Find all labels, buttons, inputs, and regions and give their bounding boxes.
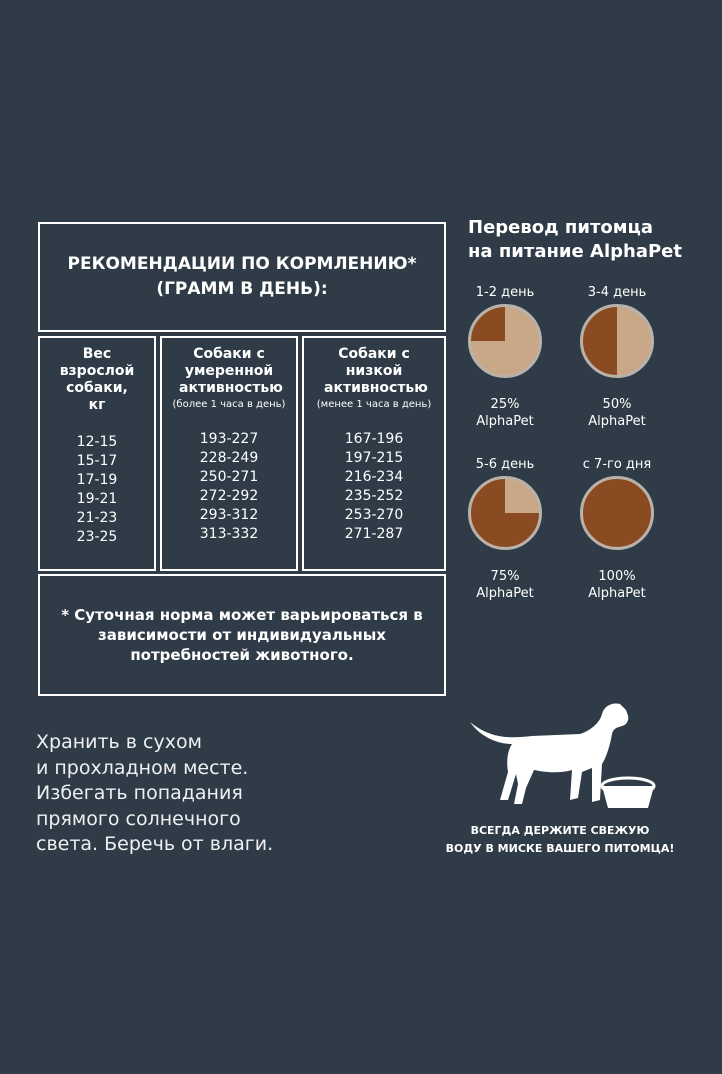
transition-title: Перевод питомца на питание AlphaPet (468, 216, 682, 264)
storage-line: и прохладном месте. (36, 756, 249, 779)
water-line: ВОДУ В МИСКЕ ВАШЕГО ПИТОМЦА! (445, 842, 675, 855)
food-bowl-icon (580, 476, 654, 550)
storage-line: прямого солнечного (36, 807, 241, 830)
step-brand: AlphaPet (476, 586, 534, 601)
step-day: с 7-го дня (582, 457, 652, 472)
table-cell: 23-25 (76, 529, 118, 545)
food-bowl-icon (468, 476, 542, 550)
table-cell: 197-215 (344, 450, 404, 466)
step-day: 1-2 день (475, 285, 535, 300)
footnote-text: * Суточная норма может варьироваться в з… (61, 606, 423, 664)
dog-with-bowl-illustration (470, 703, 656, 808)
water-bowl-icon (600, 776, 656, 808)
table-cell: 272-292 (199, 488, 259, 504)
table-cell: 293-312 (199, 507, 259, 523)
title-line: на питание (468, 241, 584, 262)
storage-line: света. Беречь от влаги. (36, 833, 274, 855)
step-percent: 75% (490, 569, 520, 584)
table-cell: 271-287 (344, 526, 404, 542)
step-brand: AlphaPet (588, 586, 646, 601)
column-header: Собаки с умеренной активностью (179, 346, 283, 396)
brand-logo: AlphaPet (590, 241, 682, 262)
weight-values: 12-15 15-17 17-19 19-21 21-23 23-25 (40, 433, 154, 547)
feeding-table-header: РЕКОМЕНДАЦИИ ПО КОРМЛЕНИЮ* (ГРАММ В ДЕНЬ… (38, 222, 446, 332)
title-line: Перевод питомца (468, 217, 653, 238)
table-cell: 250-271 (199, 469, 259, 485)
storage-instructions: Хранить в сухом и прохладном месте. Избе… (36, 730, 273, 858)
step-percent: 50% (602, 397, 632, 412)
table-subtitle: (ГРАММ В ДЕНЬ): (156, 279, 328, 299)
dog-icon (470, 703, 629, 804)
column-note: (менее 1 часа в день) (316, 399, 432, 410)
table-cell: 313-332 (199, 526, 259, 542)
table-cell: 193-227 (199, 431, 259, 447)
table-cell: 167-196 (344, 431, 404, 447)
step-day: 5-6 день (475, 457, 535, 472)
storage-line: Хранить в сухом (36, 731, 202, 753)
step-brand: AlphaPet (476, 414, 534, 429)
water-reminder: ВСЕГДА ДЕРЖИТЕ СВЕЖУЮ ВОДУ В МИСКЕ ВАШЕГ… (440, 822, 680, 858)
table-cell: 235-252 (344, 488, 404, 504)
storage-line: Избегать попадания (36, 782, 243, 804)
column-header: Собаки с низкой активностью (324, 346, 428, 396)
table-cell: 253-270 (344, 507, 404, 523)
table-cell: 21-23 (76, 510, 118, 526)
column-note: (более 1 часа в день) (172, 399, 286, 410)
step-day: 3-4 день (587, 285, 647, 300)
food-bowl-icon (580, 304, 654, 378)
step-percent: 100% (598, 569, 636, 584)
column-weight: Вес взрослой собаки, кг 12-15 15-17 17-19 1… (38, 336, 156, 571)
step-brand: AlphaPet (588, 414, 646, 429)
table-cell: 19-21 (76, 491, 118, 507)
low-values: 167-196 197-215 216-234 235-252 253-270 271-2… (304, 430, 444, 544)
step-percent: 25% (490, 397, 520, 412)
table-cell: 216-234 (344, 469, 404, 485)
table-cell: 12-15 (76, 434, 118, 450)
water-line: ВСЕГДА ДЕРЖИТЕ СВЕЖУЮ (470, 824, 650, 837)
column-moderate: Собаки с умеренной активностью (более 1 … (160, 336, 298, 571)
column-header: Вес взрослой собаки, кг (59, 346, 135, 413)
table-cell: 228-249 (199, 450, 259, 466)
column-low: Собаки с низкой активностью (менее 1 час… (302, 336, 446, 571)
moderate-values: 193-227 228-249 250-271 272-292 293-312 313-3… (162, 430, 296, 544)
food-bowl-icon (468, 304, 542, 378)
footnote: * Суточная норма может варьироваться в з… (38, 574, 446, 696)
table-title: РЕКОМЕНДАЦИИ ПО КОРМЛЕНИЮ* (67, 254, 417, 274)
table-cell: 15-17 (76, 453, 118, 469)
table-cell: 17-19 (76, 472, 118, 488)
